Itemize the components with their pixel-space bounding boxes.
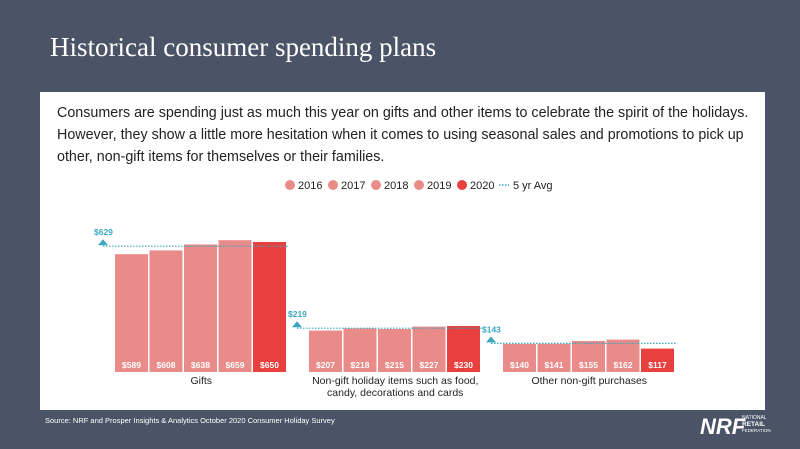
average-marker	[292, 321, 302, 328]
legend-label: 5 yr Avg	[513, 180, 553, 192]
bar	[378, 329, 411, 372]
value-label: $155	[579, 360, 598, 370]
average-label: $629	[94, 227, 113, 237]
value-label: $207	[316, 360, 335, 370]
legend-swatch	[371, 180, 381, 190]
bar	[218, 240, 252, 372]
legend-swatch	[414, 180, 424, 190]
average-label: $143	[482, 324, 501, 334]
logo-text: RETAIL	[742, 421, 765, 428]
bar	[184, 244, 217, 372]
logo: NRF	[700, 414, 746, 439]
legend-swatch	[328, 180, 338, 190]
legend-label: 2016	[298, 180, 322, 192]
x-tick-label: Gifts	[190, 375, 213, 387]
bar	[537, 343, 571, 372]
x-tick-label: Non-gift holiday items such as food, can…	[312, 375, 479, 399]
value-label: $141	[545, 360, 564, 370]
subtitle: Consumers are spending just as much this…	[57, 105, 749, 165]
legend-label: 2020	[470, 180, 494, 192]
bar	[641, 348, 674, 372]
chart-title: Historical consumer spending plans	[50, 32, 436, 62]
value-label: $589	[122, 360, 141, 370]
value-label: $227	[420, 360, 439, 370]
legend-label: 2017	[341, 180, 365, 192]
value-label: $659	[226, 360, 245, 370]
bar	[412, 326, 446, 372]
value-label: $162	[614, 360, 633, 370]
value-label: $650	[260, 360, 279, 370]
bar	[253, 242, 286, 372]
bar	[149, 250, 183, 372]
value-label: $215	[385, 360, 404, 370]
value-label: $638	[191, 360, 210, 370]
bar	[503, 344, 536, 372]
average-label: $219	[288, 309, 307, 319]
bar	[606, 339, 640, 372]
value-label: $140	[510, 360, 529, 370]
bar	[309, 330, 342, 372]
value-label: $218	[351, 360, 370, 370]
value-label: $230	[454, 360, 473, 370]
source: Source: NRF and Prosper Insights & Analy…	[45, 416, 335, 425]
legend-swatch	[285, 180, 295, 190]
average-marker	[486, 336, 496, 343]
logo-text: FEDERATION	[742, 428, 771, 433]
bar	[115, 254, 148, 372]
bar	[572, 341, 605, 372]
value-label: $608	[157, 360, 176, 370]
value-label: $117	[648, 360, 667, 370]
legend-label: 2018	[384, 180, 408, 192]
legend-swatch	[457, 180, 467, 190]
bar	[343, 328, 377, 372]
logo-text: NATIONAL	[742, 415, 767, 421]
bar	[447, 326, 480, 372]
x-tick-label: Other non-gift purchases	[531, 375, 648, 387]
legend-label: 2019	[427, 180, 451, 192]
average-marker	[98, 239, 108, 246]
